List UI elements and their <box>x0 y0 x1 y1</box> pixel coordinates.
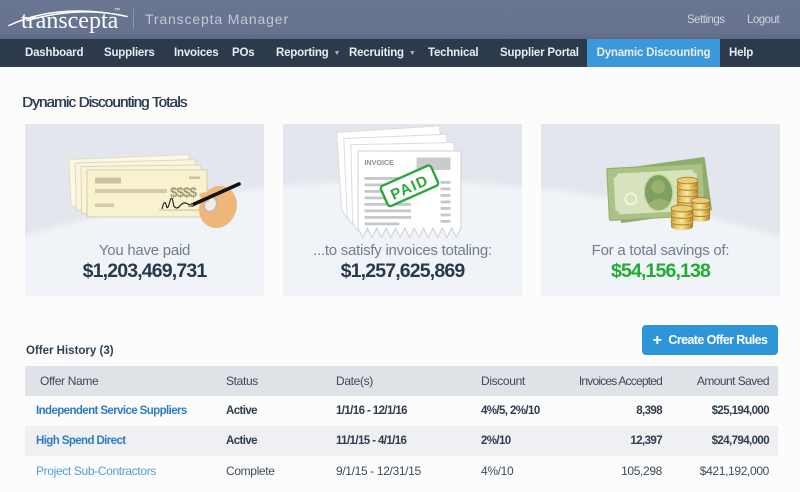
svg-text:™: ™ <box>114 7 120 14</box>
svg-text:INVOICE: INVOICE <box>365 158 395 167</box>
svg-text:$$$$: $$$$ <box>170 185 198 200</box>
